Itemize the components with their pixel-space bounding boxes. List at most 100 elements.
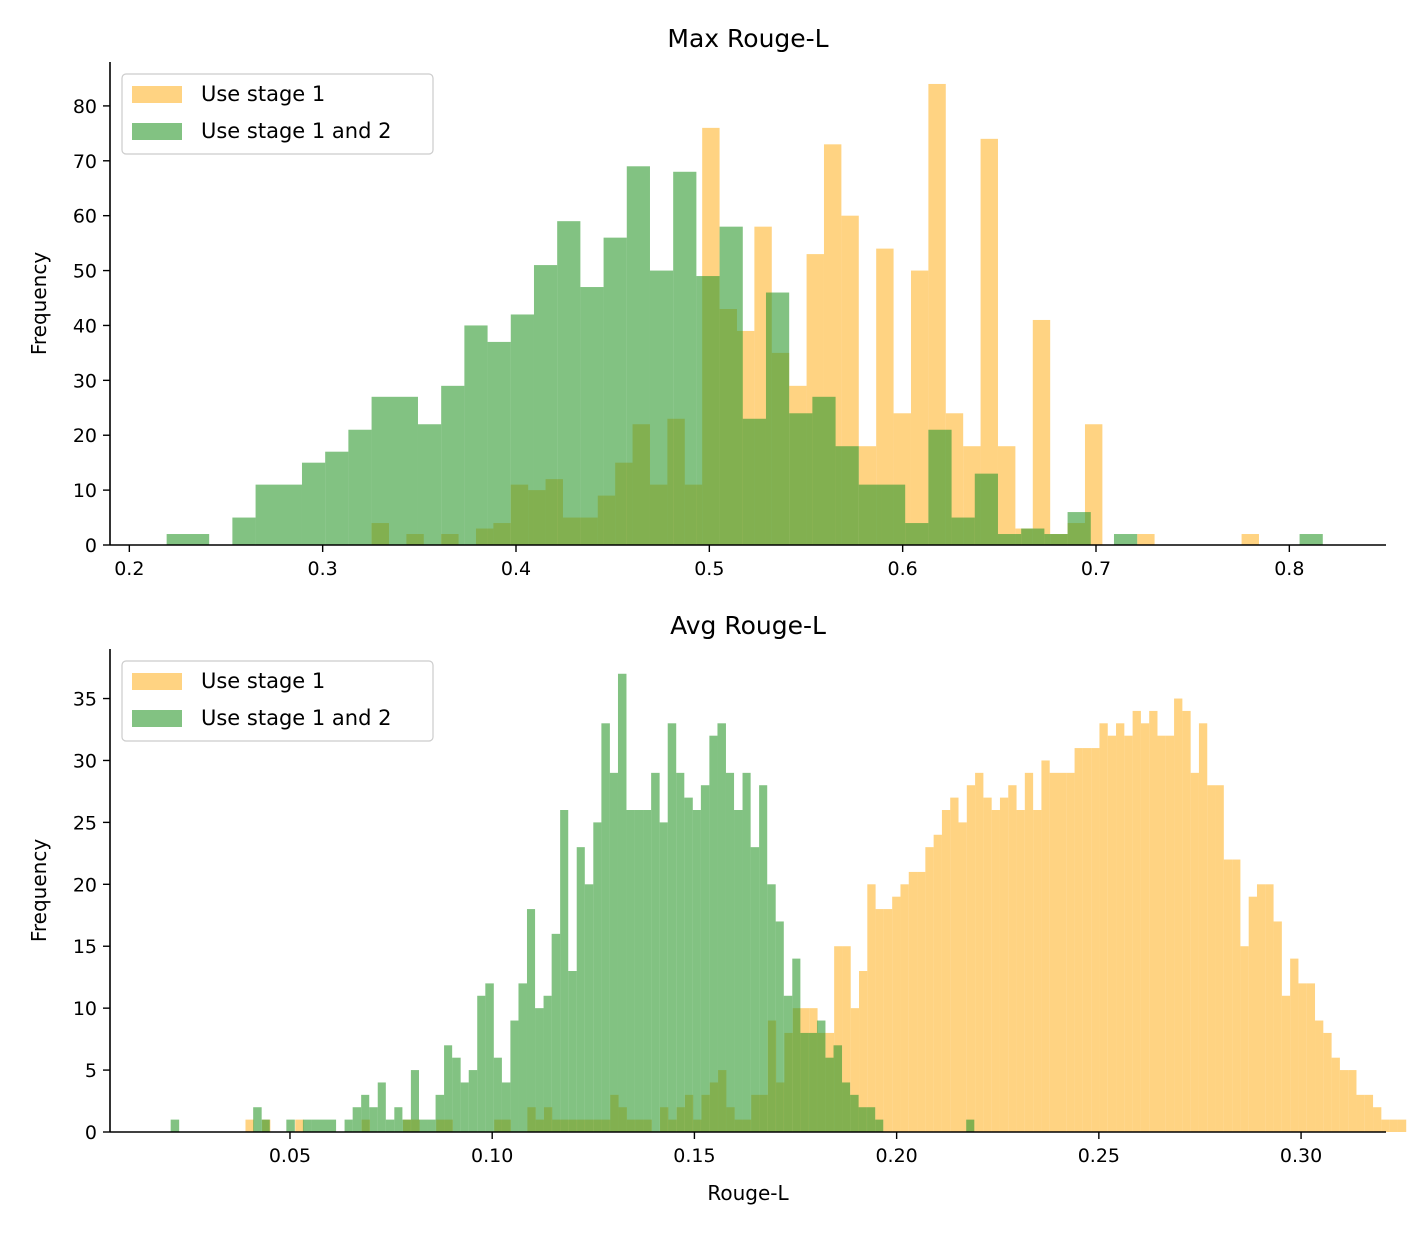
bar: [1240, 946, 1249, 1132]
legend-frame: [121, 73, 434, 155]
series-use-stage-1-and-2: [166, 166, 1323, 546]
bar: [1074, 748, 1083, 1132]
bar: [696, 276, 720, 545]
bar: [875, 909, 884, 1132]
bar: [417, 424, 442, 545]
bar: [427, 1119, 436, 1132]
bar: [709, 735, 718, 1132]
bar: [253, 1107, 262, 1132]
bar: [825, 1057, 834, 1132]
bar: [286, 1119, 295, 1132]
x-tick-label: 0.20: [875, 1145, 917, 1167]
legend: Use stage 1 Use stage 1 and 2: [121, 73, 434, 155]
y-tick-label: 70: [73, 151, 97, 173]
bar: [1348, 1070, 1357, 1132]
bar: [833, 1045, 843, 1132]
bar: [1107, 735, 1117, 1132]
legend-frame: [121, 660, 434, 742]
legend-swatch: [132, 123, 182, 140]
bar: [435, 1094, 445, 1132]
bar: [1182, 710, 1191, 1132]
bar: [1008, 785, 1017, 1132]
bar: [692, 810, 701, 1132]
bar: [1299, 534, 1323, 545]
bar: [634, 810, 644, 1132]
bar: [859, 971, 868, 1132]
bar: [1190, 772, 1199, 1132]
y-tick-label: 50: [73, 261, 97, 283]
bar: [719, 226, 743, 545]
bar: [311, 1119, 320, 1132]
bar: [1290, 958, 1299, 1132]
bar: [850, 1008, 860, 1132]
y-axis-label: Frequency: [27, 839, 51, 942]
bar: [917, 871, 926, 1132]
bar: [526, 909, 536, 1132]
bar: [170, 1119, 180, 1132]
bar: [576, 847, 585, 1132]
x-tick-label: 0.7: [1081, 558, 1111, 580]
bar: [834, 946, 843, 1132]
bar: [783, 995, 793, 1132]
x-tick-label: 0.30: [1280, 1145, 1322, 1167]
bar: [997, 534, 1022, 545]
bar: [1315, 1020, 1324, 1132]
bar: [717, 723, 726, 1132]
bar: [850, 1094, 859, 1132]
x-tick-label: 0.3: [308, 558, 338, 580]
bar: [651, 772, 660, 1132]
bar: [1232, 859, 1241, 1132]
x-tick-label: 0.10: [471, 1145, 513, 1167]
bar: [1016, 810, 1025, 1132]
bar: [765, 292, 790, 545]
bar: [255, 484, 302, 545]
bar: [468, 1070, 478, 1132]
legend-swatch: [132, 86, 182, 103]
bar: [510, 314, 534, 545]
bar: [543, 995, 552, 1132]
bar: [892, 896, 901, 1132]
bar: [742, 418, 766, 545]
legend-swatch: [132, 710, 182, 727]
y-tick-label: 30: [73, 750, 97, 772]
bar: [643, 810, 652, 1132]
legend-label: Use stage 1 and 2: [201, 119, 391, 143]
bar: [560, 810, 569, 1132]
bar: [742, 772, 751, 1132]
bar: [245, 1119, 254, 1132]
bar: [842, 1082, 851, 1132]
bar: [966, 1119, 975, 1132]
bar: [1331, 1057, 1340, 1132]
bar: [1113, 534, 1138, 545]
bar: [626, 166, 650, 545]
bar: [533, 265, 558, 545]
bar: [348, 429, 372, 545]
bar: [1306, 983, 1316, 1132]
bar: [700, 785, 710, 1132]
bar: [1364, 1094, 1374, 1132]
y-tick-label: 10: [73, 480, 97, 502]
bar: [800, 1032, 809, 1132]
bar: [1223, 859, 1233, 1132]
bar: [974, 473, 998, 545]
bar: [601, 723, 610, 1132]
bar: [369, 1107, 378, 1132]
bar: [1058, 772, 1067, 1132]
bar: [1137, 534, 1155, 545]
bar: [1124, 735, 1133, 1132]
bar: [568, 971, 577, 1132]
bar: [617, 673, 627, 1132]
bar: [725, 772, 735, 1132]
y-tick-label: 80: [73, 96, 97, 118]
series-use-stage-1-and-2: [170, 673, 975, 1132]
x-tick-label: 0.25: [1078, 1145, 1120, 1167]
bar: [1082, 748, 1092, 1132]
bar: [759, 785, 768, 1132]
y-axis-label: Frequency: [27, 252, 51, 355]
bar: [933, 834, 942, 1132]
bar: [518, 983, 527, 1132]
bar: [1207, 785, 1216, 1132]
chart-title: Avg Rouge-L: [670, 611, 826, 640]
chart-title: Max Rouge-L: [667, 24, 828, 53]
